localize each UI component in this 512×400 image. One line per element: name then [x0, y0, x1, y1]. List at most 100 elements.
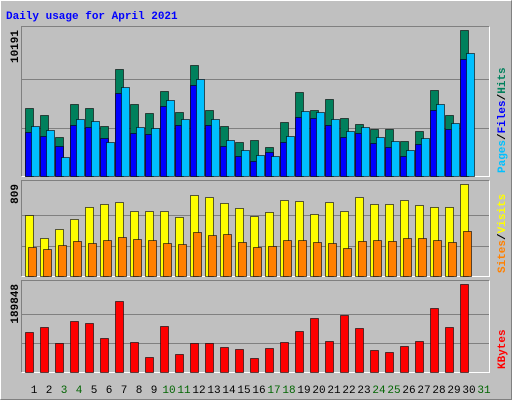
x-tick-label: 31	[477, 385, 491, 397]
x-tick-label: 4	[76, 385, 83, 397]
bar	[175, 354, 184, 373]
x-tick-label: 5	[91, 385, 98, 397]
y-max-label: 809	[10, 184, 22, 204]
y-max-label: 189848	[10, 284, 22, 324]
bar	[451, 123, 460, 177]
x-tick-label: 14	[222, 385, 236, 397]
x-tick-label: 21	[327, 385, 341, 397]
bar	[385, 352, 394, 373]
bar	[388, 241, 397, 277]
legend-entry: KBytes	[497, 329, 509, 369]
bar	[106, 142, 115, 177]
bar	[445, 327, 454, 373]
panel-bevel-dark	[21, 280, 490, 373]
bar	[103, 240, 112, 277]
bar	[178, 244, 187, 277]
bar	[421, 138, 430, 177]
bar	[268, 246, 277, 277]
bar	[295, 331, 304, 373]
bar	[196, 79, 205, 177]
bar	[463, 231, 472, 277]
bar	[361, 127, 370, 177]
bar	[40, 327, 49, 373]
x-tick-label: 9	[151, 385, 158, 397]
legend: KBytes	[497, 329, 509, 369]
x-tick-label: 2	[46, 385, 53, 397]
x-tick-label: 13	[207, 385, 220, 397]
bar	[460, 284, 469, 373]
y-max-label: 10191	[10, 30, 22, 63]
bar	[88, 243, 97, 277]
x-tick-label: 29	[447, 385, 460, 397]
bar	[313, 242, 322, 277]
legend: Sites/Visits	[497, 194, 509, 273]
x-tick-label: 30	[462, 385, 475, 397]
bar	[61, 157, 70, 177]
bar	[181, 119, 190, 177]
x-tick-label: 27	[417, 385, 430, 397]
bar	[100, 338, 109, 373]
bar	[310, 318, 319, 373]
x-tick-label: 19	[297, 385, 310, 397]
bar	[85, 323, 94, 373]
bar	[31, 126, 40, 177]
bar	[256, 155, 265, 177]
bar	[58, 245, 67, 277]
bar	[55, 343, 64, 373]
legend-entry: Pages	[497, 140, 509, 173]
bar	[271, 156, 280, 177]
bar	[223, 234, 232, 277]
x-tick-label: 3	[61, 385, 68, 397]
legend-separator: /	[497, 133, 509, 140]
legend-entry: Sites	[497, 240, 509, 273]
x-tick-label: 12	[192, 385, 205, 397]
bar	[208, 235, 217, 277]
bar	[118, 237, 127, 277]
bar	[355, 328, 364, 373]
x-tick-label: 10	[162, 385, 175, 397]
bar	[406, 150, 415, 177]
x-tick-label: 15	[237, 385, 250, 397]
bar	[160, 326, 169, 373]
bar	[73, 241, 82, 277]
x-tick-label: 26	[402, 385, 415, 397]
bar	[436, 104, 445, 177]
bar	[238, 242, 247, 277]
bar	[70, 321, 79, 373]
x-tick-label: 1	[31, 385, 38, 397]
bar	[190, 343, 199, 373]
bar	[373, 240, 382, 277]
bar	[415, 341, 424, 373]
bar	[148, 240, 157, 277]
bar	[145, 357, 154, 373]
bar	[316, 112, 325, 177]
x-tick-label: 6	[106, 385, 113, 397]
x-tick-label: 18	[282, 385, 295, 397]
legend: Pages/Files/Hits	[497, 67, 509, 173]
x-tick-label: 20	[312, 385, 325, 397]
panel-bevel-dark	[21, 180, 490, 277]
bar	[340, 315, 349, 373]
panel-bevel-dark	[21, 26, 490, 177]
bar	[343, 248, 352, 277]
legend-separator: /	[497, 233, 509, 240]
bar	[241, 150, 250, 177]
bar	[46, 130, 55, 177]
x-tick-label: 23	[357, 385, 370, 397]
bar	[433, 240, 442, 277]
bar	[25, 332, 34, 373]
bar	[391, 141, 400, 177]
bar	[253, 247, 262, 277]
x-tick-label: 17	[267, 385, 280, 397]
x-tick-label: 16	[252, 385, 265, 397]
bar	[91, 121, 100, 177]
bar	[370, 350, 379, 373]
legend-entry: Visits	[497, 194, 509, 234]
bar	[205, 343, 214, 373]
x-tick-label: 22	[342, 385, 355, 397]
bar	[226, 140, 235, 177]
chart-title: Daily usage for April 2021	[6, 11, 178, 23]
bar	[43, 249, 52, 277]
